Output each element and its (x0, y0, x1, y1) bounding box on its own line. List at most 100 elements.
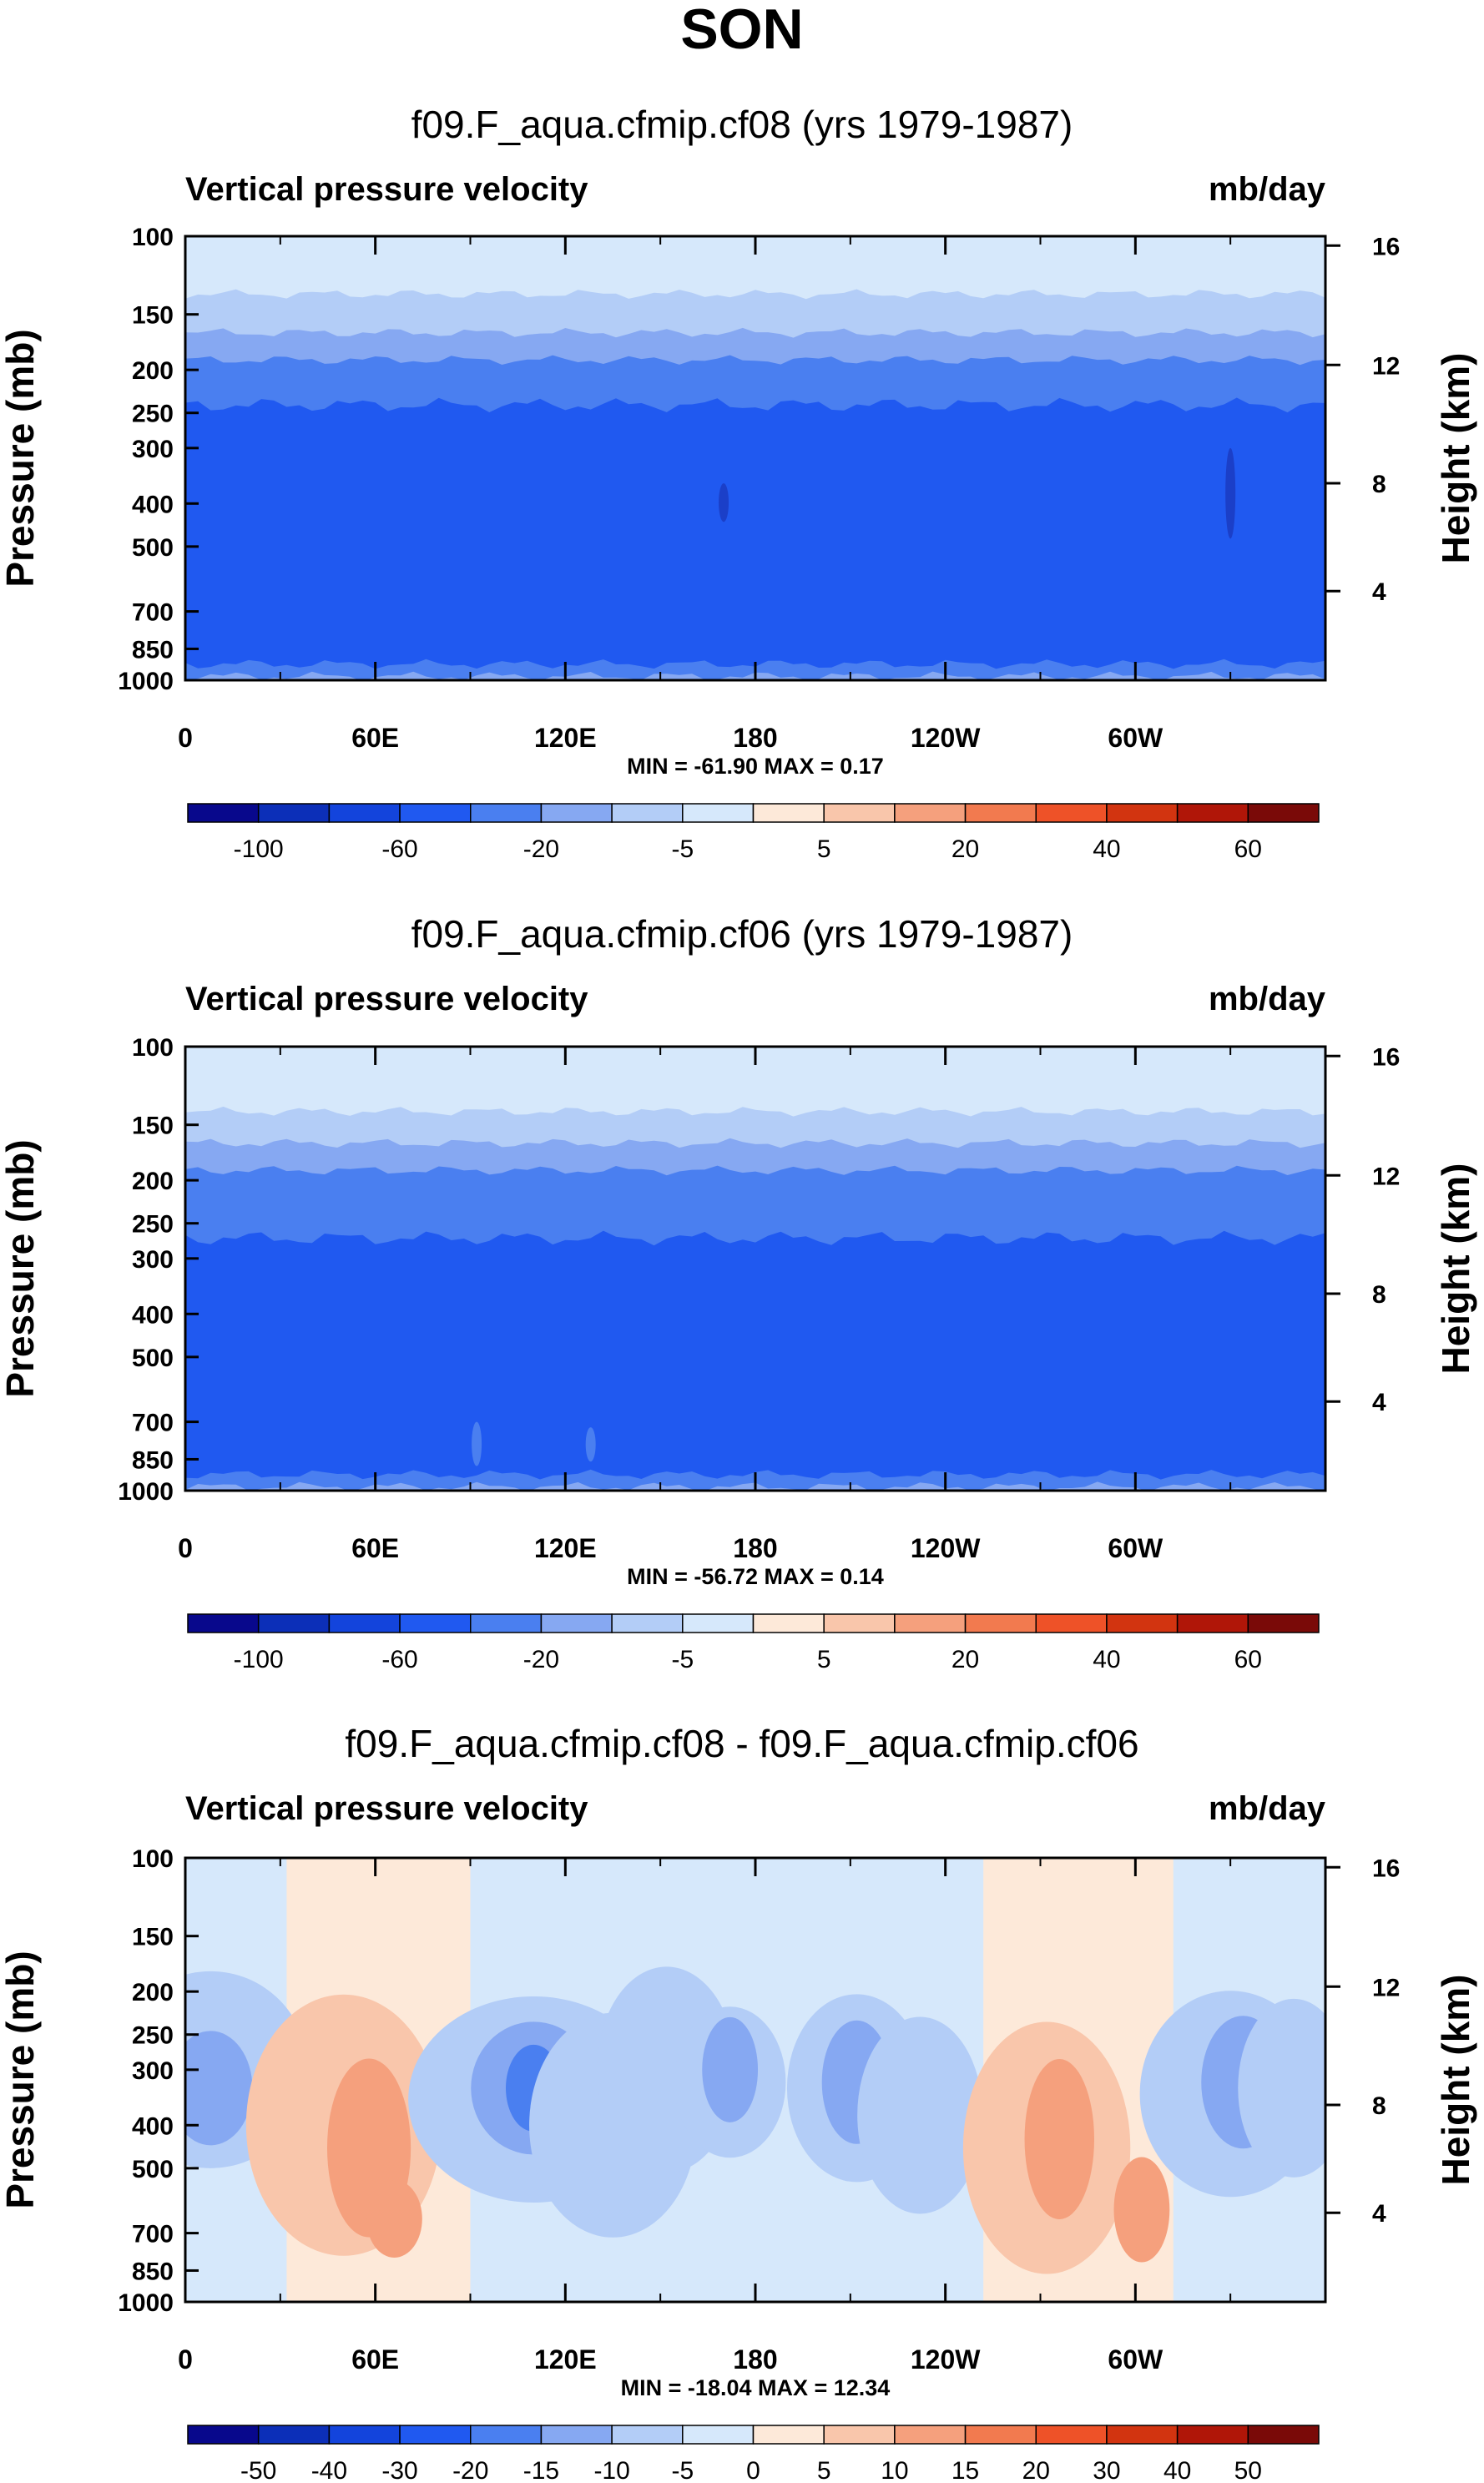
colorbar-box (187, 1613, 260, 1633)
x-tick-label: 60E (351, 2344, 399, 2374)
colorbar-box (1106, 1613, 1179, 1633)
x-tick-label: 180 (733, 2344, 777, 2374)
colorbar-label: 5 (817, 1646, 831, 1673)
y-tick-label: 300 (132, 436, 174, 463)
y-tick-label: 300 (132, 2057, 174, 2085)
x-tick-label: 60W (1108, 2344, 1163, 2374)
y2-tick-label: 4 (1372, 1389, 1386, 1416)
y-tick-label: 1000 (118, 1478, 174, 1506)
colorbar-box (540, 2425, 613, 2445)
variable-label: Vertical pressure velocity (185, 1790, 588, 1827)
colorbar-label: -5 (671, 2457, 694, 2483)
y-tick-label: 700 (132, 2221, 174, 2248)
colorbar-box (823, 803, 896, 823)
colorbar-box (894, 803, 967, 823)
x-tick-label: 60E (351, 1533, 399, 1563)
colorbar-label: 5 (817, 2457, 831, 2483)
y-tick-label: 1000 (118, 2289, 174, 2317)
colorbar-label: -10 (593, 2457, 629, 2483)
colorbar-box (682, 1613, 755, 1633)
y-tick-label: 400 (132, 2112, 174, 2140)
y-tick-label: 250 (132, 2022, 174, 2050)
y-tick-label: 400 (132, 1301, 174, 1329)
colorbar-box (1247, 803, 1320, 823)
field-feature (585, 1427, 596, 1462)
colorbar-label: -60 (381, 835, 417, 863)
x-tick-label: 120W (911, 723, 981, 753)
colorbar-label: -60 (381, 1646, 417, 1673)
colorbar-label: -5 (671, 1646, 694, 1673)
colorbar-box (1106, 803, 1179, 823)
field-feature (719, 482, 729, 522)
x-tick-label: 0 (178, 1533, 193, 1563)
colorbar-label: -20 (523, 835, 559, 863)
x-tick-label: 60W (1108, 723, 1163, 753)
y-tick-label: 200 (132, 1168, 174, 1195)
y-tick-label: 150 (132, 1924, 174, 1951)
field-feature (857, 2016, 983, 2214)
x-tick-label: 180 (733, 1533, 777, 1563)
units-label: mb/day (1209, 981, 1326, 1017)
plot-area (185, 1047, 1325, 1491)
colorbar-label: -15 (523, 2457, 559, 2483)
panel-title: f09.F_aqua.cfmip.cf08 (yrs 1979-1987) (411, 103, 1073, 146)
y-tick-label: 1000 (118, 668, 174, 695)
colorbar-box (964, 2425, 1037, 2445)
y-tick-label: 700 (132, 1410, 174, 1437)
variable-label: Vertical pressure velocity (185, 981, 588, 1017)
field-layer (185, 1230, 1325, 1491)
colorbar-box (257, 803, 331, 823)
y-tick-label: 850 (132, 636, 174, 664)
colorbar-label: 40 (1093, 1646, 1120, 1673)
field-feature (1113, 2157, 1170, 2263)
x-tick-label: 0 (178, 2344, 193, 2374)
colorbar-label: 20 (951, 1646, 979, 1673)
colorbar-box (257, 1613, 331, 1633)
field-feature (1225, 447, 1236, 539)
y2-tick-label: 16 (1372, 1043, 1400, 1071)
x-tick-label: 60W (1108, 1533, 1163, 1563)
colorbar-label: -100 (234, 835, 284, 863)
colorbar-box (611, 1613, 684, 1633)
colorbar-box (399, 803, 472, 823)
colorbar-label: -5 (671, 835, 694, 863)
x-tick-label: 60E (351, 723, 399, 753)
y-tick-label: 850 (132, 2258, 174, 2285)
y2-tick-label: 16 (1372, 233, 1400, 260)
colorbar-box (399, 2425, 472, 2445)
y2-axis-title: Height (km) (1434, 1975, 1477, 2186)
y-tick-label: 500 (132, 1345, 174, 1372)
y-tick-label: 500 (132, 534, 174, 562)
colorbar-box (964, 1613, 1037, 1633)
colorbar-box (328, 803, 401, 823)
y-tick-label: 250 (132, 401, 174, 428)
colorbar-box (894, 1613, 967, 1633)
y-axis-title: Pressure (mb) (0, 1139, 42, 1397)
x-tick-label: 180 (733, 723, 777, 753)
colorbar-box (328, 2425, 401, 2445)
y2-tick-label: 16 (1372, 1855, 1400, 1882)
colorbar-label: 60 (1234, 1646, 1262, 1673)
field-feature (185, 2031, 253, 2146)
page-title: SON (680, 0, 803, 61)
y-tick-label: 200 (132, 357, 174, 385)
colorbar-label: -20 (523, 1646, 559, 1673)
colorbar-box (752, 803, 825, 823)
panel-2: f09.F_aqua.cfmip.cf06 (yrs 1979-1987) Ver… (0, 912, 1477, 1673)
colorbar-box (752, 2425, 825, 2445)
panels: f09.F_aqua.cfmip.cf08 (yrs 1979-1987) Ver… (0, 103, 1477, 2483)
field-feature (1238, 1998, 1325, 2178)
colorbar-box (1035, 803, 1108, 823)
panel-1: f09.F_aqua.cfmip.cf08 (yrs 1979-1987) Ver… (0, 103, 1477, 863)
variable-label: Vertical pressure velocity (185, 171, 588, 208)
colorbar-box (540, 803, 613, 823)
x-tick-label: 120E (534, 1533, 597, 1563)
colorbar-box (964, 803, 1037, 823)
plot-area (185, 1858, 1325, 2302)
field-feature (472, 1421, 482, 1466)
colorbar-label: 5 (817, 835, 831, 863)
field-layer (185, 397, 1325, 680)
stats-label: MIN = -18.04 MAX = 12.34 (621, 2375, 891, 2400)
y2-axis-title: Height (km) (1434, 353, 1477, 564)
